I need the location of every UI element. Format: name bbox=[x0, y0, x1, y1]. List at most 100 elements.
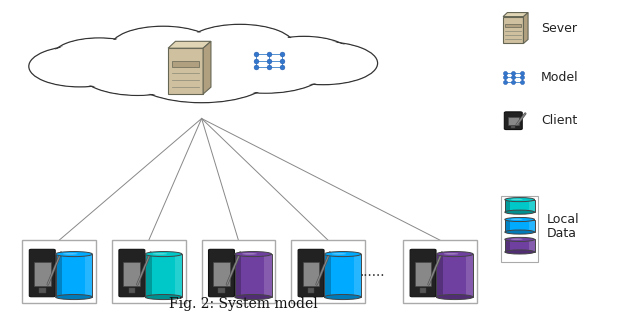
Bar bbox=[529, 220, 534, 232]
Ellipse shape bbox=[324, 295, 361, 300]
Bar bbox=[505, 220, 534, 232]
Bar bbox=[22, 240, 96, 303]
Ellipse shape bbox=[56, 295, 92, 300]
Bar bbox=[529, 200, 534, 212]
Bar bbox=[324, 254, 361, 297]
Bar bbox=[505, 24, 521, 27]
Bar bbox=[308, 289, 314, 293]
Bar bbox=[503, 16, 524, 43]
Bar bbox=[56, 254, 62, 297]
Bar bbox=[324, 254, 361, 297]
Text: Data: Data bbox=[547, 227, 577, 240]
Text: ......: ...... bbox=[360, 265, 385, 279]
Text: Fig. 2: System model: Fig. 2: System model bbox=[169, 297, 317, 311]
Bar bbox=[303, 262, 319, 286]
Polygon shape bbox=[168, 41, 211, 48]
Bar bbox=[291, 240, 365, 303]
Bar bbox=[235, 254, 271, 297]
Text: Sever: Sever bbox=[541, 22, 577, 35]
Ellipse shape bbox=[131, 49, 272, 103]
Ellipse shape bbox=[258, 37, 350, 73]
Bar bbox=[505, 220, 534, 232]
Bar bbox=[172, 61, 198, 67]
Ellipse shape bbox=[113, 27, 214, 66]
FancyBboxPatch shape bbox=[119, 249, 145, 297]
Ellipse shape bbox=[52, 38, 146, 75]
Polygon shape bbox=[503, 13, 528, 16]
Ellipse shape bbox=[436, 252, 473, 257]
Ellipse shape bbox=[80, 50, 195, 95]
Polygon shape bbox=[203, 41, 211, 94]
Bar bbox=[505, 240, 534, 252]
Bar bbox=[466, 254, 473, 297]
Bar bbox=[264, 254, 271, 297]
Bar bbox=[235, 254, 271, 297]
FancyBboxPatch shape bbox=[298, 249, 324, 297]
Polygon shape bbox=[524, 13, 528, 43]
Bar bbox=[202, 240, 275, 303]
FancyBboxPatch shape bbox=[504, 112, 522, 130]
Bar bbox=[168, 48, 203, 94]
Bar bbox=[145, 254, 182, 297]
Ellipse shape bbox=[145, 252, 182, 257]
Bar bbox=[436, 254, 473, 297]
Bar bbox=[436, 254, 473, 297]
Ellipse shape bbox=[29, 46, 131, 87]
Text: Client: Client bbox=[541, 114, 577, 127]
Ellipse shape bbox=[133, 50, 270, 102]
Bar bbox=[415, 262, 431, 286]
Ellipse shape bbox=[188, 25, 292, 66]
Bar bbox=[235, 254, 241, 297]
Ellipse shape bbox=[205, 46, 326, 93]
Ellipse shape bbox=[511, 199, 523, 200]
Ellipse shape bbox=[186, 24, 294, 67]
Bar bbox=[501, 196, 538, 262]
Ellipse shape bbox=[505, 210, 534, 214]
Bar bbox=[529, 240, 534, 252]
Bar bbox=[129, 289, 135, 293]
Ellipse shape bbox=[444, 253, 458, 255]
Text: Model: Model bbox=[541, 71, 579, 84]
Ellipse shape bbox=[242, 253, 257, 255]
Bar bbox=[175, 254, 182, 297]
Bar bbox=[218, 289, 225, 293]
Bar bbox=[505, 220, 510, 232]
Ellipse shape bbox=[235, 295, 271, 300]
Ellipse shape bbox=[511, 239, 523, 240]
Ellipse shape bbox=[505, 230, 534, 234]
Bar bbox=[511, 126, 515, 128]
Ellipse shape bbox=[269, 42, 378, 85]
Ellipse shape bbox=[505, 250, 534, 254]
Bar bbox=[85, 254, 92, 297]
Bar bbox=[508, 117, 518, 125]
Bar bbox=[213, 262, 230, 286]
Ellipse shape bbox=[152, 253, 167, 255]
Bar bbox=[505, 200, 534, 212]
Bar bbox=[354, 254, 361, 297]
Bar bbox=[505, 200, 534, 212]
FancyBboxPatch shape bbox=[410, 249, 436, 297]
Ellipse shape bbox=[82, 51, 193, 94]
Ellipse shape bbox=[56, 252, 92, 257]
Bar bbox=[505, 200, 510, 212]
Bar bbox=[420, 289, 426, 293]
Bar bbox=[39, 289, 45, 293]
FancyBboxPatch shape bbox=[209, 249, 234, 297]
Bar bbox=[436, 254, 443, 297]
Ellipse shape bbox=[63, 253, 77, 255]
Ellipse shape bbox=[207, 47, 324, 92]
Ellipse shape bbox=[505, 217, 534, 222]
Bar bbox=[56, 254, 92, 297]
Bar bbox=[145, 254, 182, 297]
Ellipse shape bbox=[436, 295, 473, 300]
Ellipse shape bbox=[505, 198, 534, 202]
Bar bbox=[112, 240, 186, 303]
Ellipse shape bbox=[511, 219, 523, 220]
Ellipse shape bbox=[235, 252, 271, 257]
Ellipse shape bbox=[145, 295, 182, 300]
Ellipse shape bbox=[332, 253, 346, 255]
Ellipse shape bbox=[505, 237, 534, 241]
Ellipse shape bbox=[31, 47, 129, 86]
Ellipse shape bbox=[256, 36, 352, 74]
Ellipse shape bbox=[111, 26, 216, 67]
